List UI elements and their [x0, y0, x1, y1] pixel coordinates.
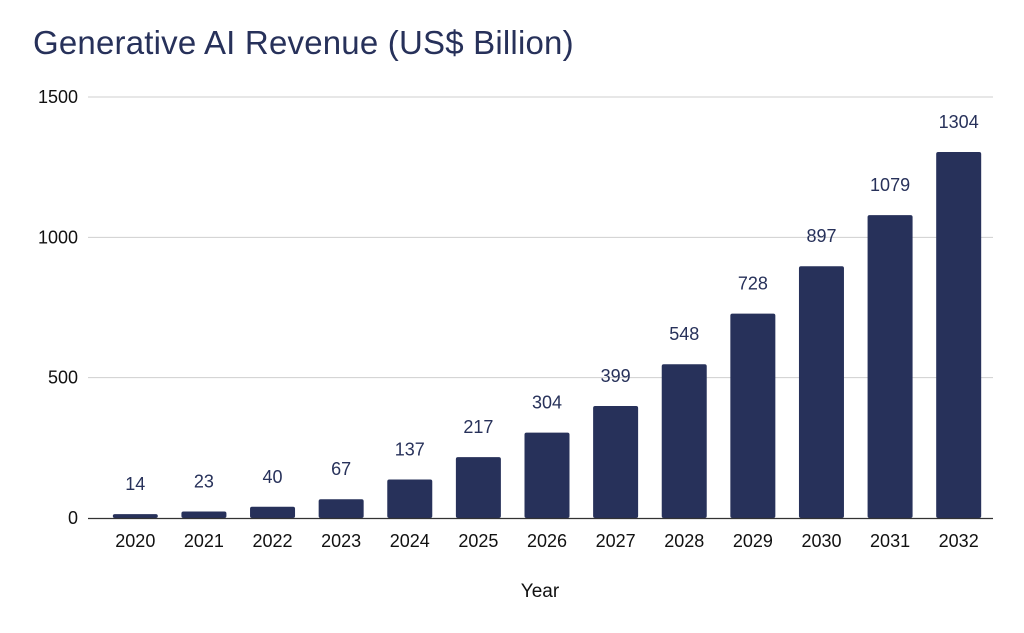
- x-tick-label: 2022: [253, 531, 293, 551]
- data-label: 304: [532, 393, 562, 413]
- data-label: 1304: [939, 112, 979, 132]
- chart-title: Generative AI Revenue (US$ Billion): [33, 24, 574, 61]
- data-label: 67: [331, 459, 351, 479]
- x-tick-label: 2024: [390, 531, 430, 551]
- bars: [112, 152, 982, 519]
- bar-2029: [730, 313, 776, 518]
- data-labels: 14 23 40 67 137 217 304 399 548 728 897 1079 1304: [125, 112, 978, 494]
- y-tick-label: 500: [48, 368, 78, 388]
- x-axis-ticks: 2020 2021 2022 2023 2024 2025 2026 2027 2028 2029…: [115, 531, 978, 551]
- x-tick-label: 2025: [458, 531, 498, 551]
- x-tick-label: 2032: [939, 531, 979, 551]
- bar-2026: [524, 432, 570, 518]
- x-tick-label: 2029: [733, 531, 773, 551]
- data-label: 23: [194, 472, 214, 492]
- x-tick-label: 2027: [596, 531, 636, 551]
- x-tick-label: 2023: [321, 531, 361, 551]
- bar-2032: [936, 152, 982, 518]
- gridlines: [88, 96, 993, 379]
- data-label: 14: [125, 474, 145, 494]
- data-label: 548: [669, 324, 699, 344]
- x-tick-label: 2030: [801, 531, 841, 551]
- bar-2022: [250, 506, 296, 518]
- bar-2024: [387, 479, 433, 518]
- y-tick-label: 0: [68, 508, 78, 528]
- bar-2020: [112, 514, 158, 518]
- x-tick-label: 2021: [184, 531, 224, 551]
- data-label: 137: [395, 440, 425, 460]
- bar-2021: [181, 511, 227, 518]
- x-tick-label: 2020: [115, 531, 155, 551]
- bar-2027: [593, 406, 639, 518]
- x-axis-label: Year: [521, 581, 560, 602]
- data-label: 1079: [870, 175, 910, 195]
- y-tick-label: 1500: [38, 87, 78, 107]
- data-label: 217: [463, 417, 493, 437]
- data-label: 897: [806, 226, 836, 246]
- bar-2023: [318, 499, 364, 518]
- x-tick-label: 2026: [527, 531, 567, 551]
- bar-2030: [798, 266, 844, 518]
- bar-2028: [661, 364, 707, 518]
- x-tick-label: 2028: [664, 531, 704, 551]
- x-tick-label: 2031: [870, 531, 910, 551]
- bar-2025: [455, 457, 501, 518]
- data-label: 40: [263, 467, 283, 487]
- y-axis-ticks: 0 500 1000 1500: [38, 87, 78, 528]
- bar-2031: [867, 215, 913, 519]
- data-label: 399: [601, 366, 631, 386]
- data-label: 728: [738, 274, 768, 294]
- y-tick-label: 1000: [38, 227, 78, 247]
